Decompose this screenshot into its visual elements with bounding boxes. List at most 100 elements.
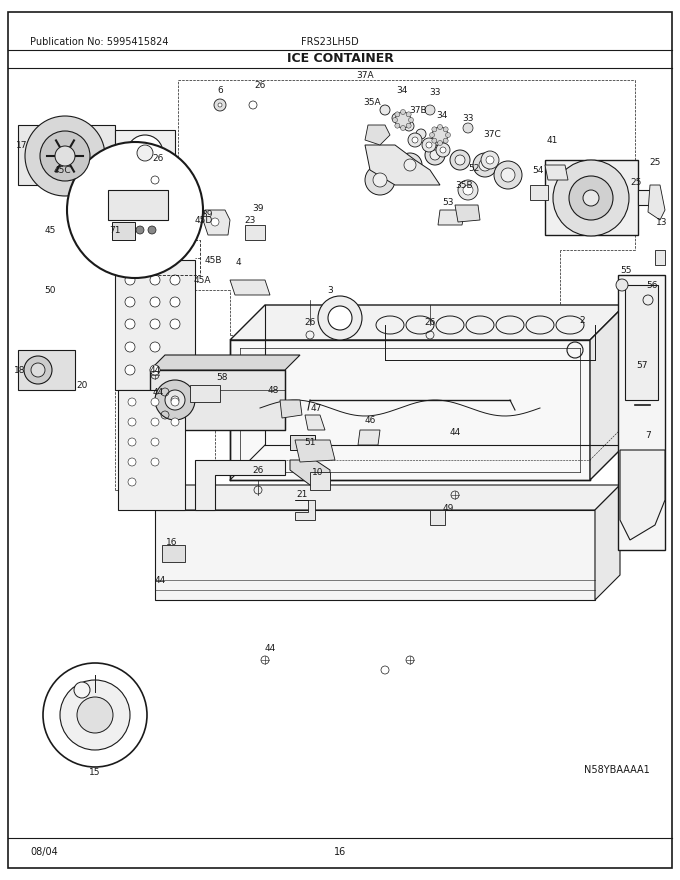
Text: 44: 44 — [150, 365, 160, 375]
Text: 45: 45 — [44, 225, 56, 234]
Polygon shape — [295, 500, 315, 520]
Text: 15: 15 — [89, 767, 101, 776]
Circle shape — [77, 697, 113, 733]
Polygon shape — [290, 435, 315, 450]
Text: 45B: 45B — [204, 255, 222, 265]
Text: 55: 55 — [620, 266, 632, 275]
Text: 18: 18 — [14, 365, 26, 375]
Circle shape — [395, 112, 400, 117]
Circle shape — [406, 112, 411, 117]
Polygon shape — [638, 190, 660, 205]
Circle shape — [171, 398, 179, 406]
Circle shape — [412, 137, 418, 143]
Polygon shape — [230, 305, 625, 340]
Text: 49: 49 — [442, 503, 454, 512]
Text: 26: 26 — [305, 318, 316, 326]
Text: 35B: 35B — [455, 180, 473, 189]
Text: 41: 41 — [546, 136, 558, 144]
Circle shape — [437, 141, 443, 145]
Text: 51: 51 — [304, 437, 316, 446]
Circle shape — [395, 123, 400, 128]
Text: 39: 39 — [201, 209, 213, 218]
Polygon shape — [455, 205, 480, 222]
Circle shape — [318, 296, 362, 340]
Circle shape — [151, 418, 159, 426]
Polygon shape — [438, 210, 465, 225]
Circle shape — [125, 342, 135, 352]
Text: 71: 71 — [109, 225, 121, 234]
Circle shape — [165, 390, 185, 410]
Polygon shape — [358, 430, 380, 445]
Circle shape — [60, 680, 130, 750]
Circle shape — [401, 126, 405, 130]
Text: 21: 21 — [296, 489, 307, 498]
Circle shape — [155, 380, 195, 420]
Polygon shape — [108, 190, 168, 220]
Circle shape — [365, 165, 395, 195]
Text: 33: 33 — [462, 114, 474, 122]
Circle shape — [127, 135, 163, 171]
Circle shape — [24, 356, 52, 384]
Circle shape — [458, 180, 478, 200]
Polygon shape — [112, 222, 135, 240]
Circle shape — [128, 478, 136, 486]
Text: 47: 47 — [310, 404, 322, 413]
Circle shape — [425, 105, 435, 115]
Circle shape — [25, 116, 105, 196]
Polygon shape — [18, 125, 115, 185]
Circle shape — [128, 438, 136, 446]
Circle shape — [425, 145, 445, 165]
Text: 35A: 35A — [363, 98, 381, 106]
Polygon shape — [150, 355, 300, 370]
Circle shape — [150, 319, 160, 329]
Circle shape — [43, 663, 147, 767]
Polygon shape — [295, 440, 335, 462]
Circle shape — [432, 127, 437, 132]
Polygon shape — [290, 460, 330, 485]
Polygon shape — [305, 415, 325, 430]
Polygon shape — [365, 125, 390, 145]
Circle shape — [432, 127, 448, 143]
Polygon shape — [545, 160, 638, 235]
Text: 17: 17 — [16, 141, 28, 150]
Text: 34: 34 — [437, 111, 447, 120]
Circle shape — [151, 438, 159, 446]
Text: 37B: 37B — [409, 106, 427, 114]
Circle shape — [150, 297, 160, 307]
Polygon shape — [230, 280, 270, 295]
Circle shape — [328, 306, 352, 330]
Polygon shape — [245, 225, 265, 240]
Circle shape — [437, 124, 443, 129]
Circle shape — [443, 127, 448, 132]
Circle shape — [128, 418, 136, 426]
Circle shape — [128, 458, 136, 466]
Circle shape — [74, 682, 90, 698]
Text: 16: 16 — [334, 847, 346, 857]
Text: 44: 44 — [152, 387, 164, 397]
Circle shape — [432, 138, 437, 143]
Text: 45A: 45A — [193, 275, 211, 284]
Circle shape — [373, 173, 387, 187]
Circle shape — [148, 226, 156, 234]
Circle shape — [486, 156, 494, 164]
Circle shape — [55, 146, 75, 166]
Polygon shape — [155, 485, 620, 510]
Polygon shape — [590, 305, 625, 480]
Circle shape — [125, 275, 135, 285]
Polygon shape — [620, 450, 665, 540]
Text: 08/04: 08/04 — [30, 847, 58, 857]
Text: 23: 23 — [244, 216, 256, 224]
Circle shape — [380, 105, 390, 115]
Circle shape — [40, 131, 90, 181]
Circle shape — [151, 458, 159, 466]
Text: 3: 3 — [327, 285, 333, 295]
Text: 56: 56 — [646, 281, 658, 290]
Circle shape — [170, 275, 180, 285]
Text: 20: 20 — [76, 380, 88, 390]
Circle shape — [430, 133, 435, 137]
Circle shape — [404, 121, 414, 131]
Text: 4: 4 — [235, 258, 241, 267]
Text: 44: 44 — [449, 428, 460, 436]
Circle shape — [125, 319, 135, 329]
Circle shape — [553, 160, 629, 236]
